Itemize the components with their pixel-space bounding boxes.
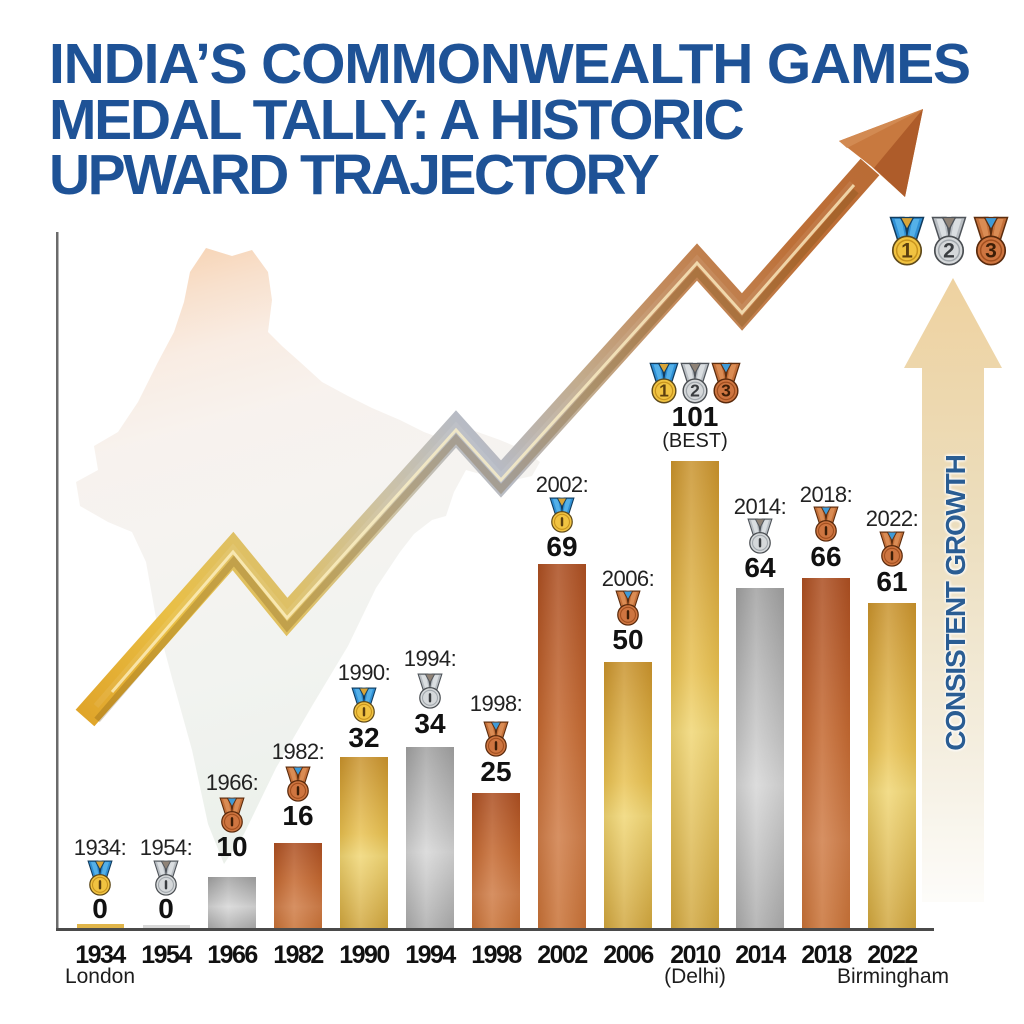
svg-text:2: 2 (943, 240, 955, 263)
svg-text:3: 3 (985, 240, 997, 263)
svg-text:1: 1 (901, 240, 913, 263)
svg-text:3: 3 (721, 381, 731, 401)
svg-text:2: 2 (690, 381, 700, 401)
svg-text:1: 1 (659, 381, 669, 401)
